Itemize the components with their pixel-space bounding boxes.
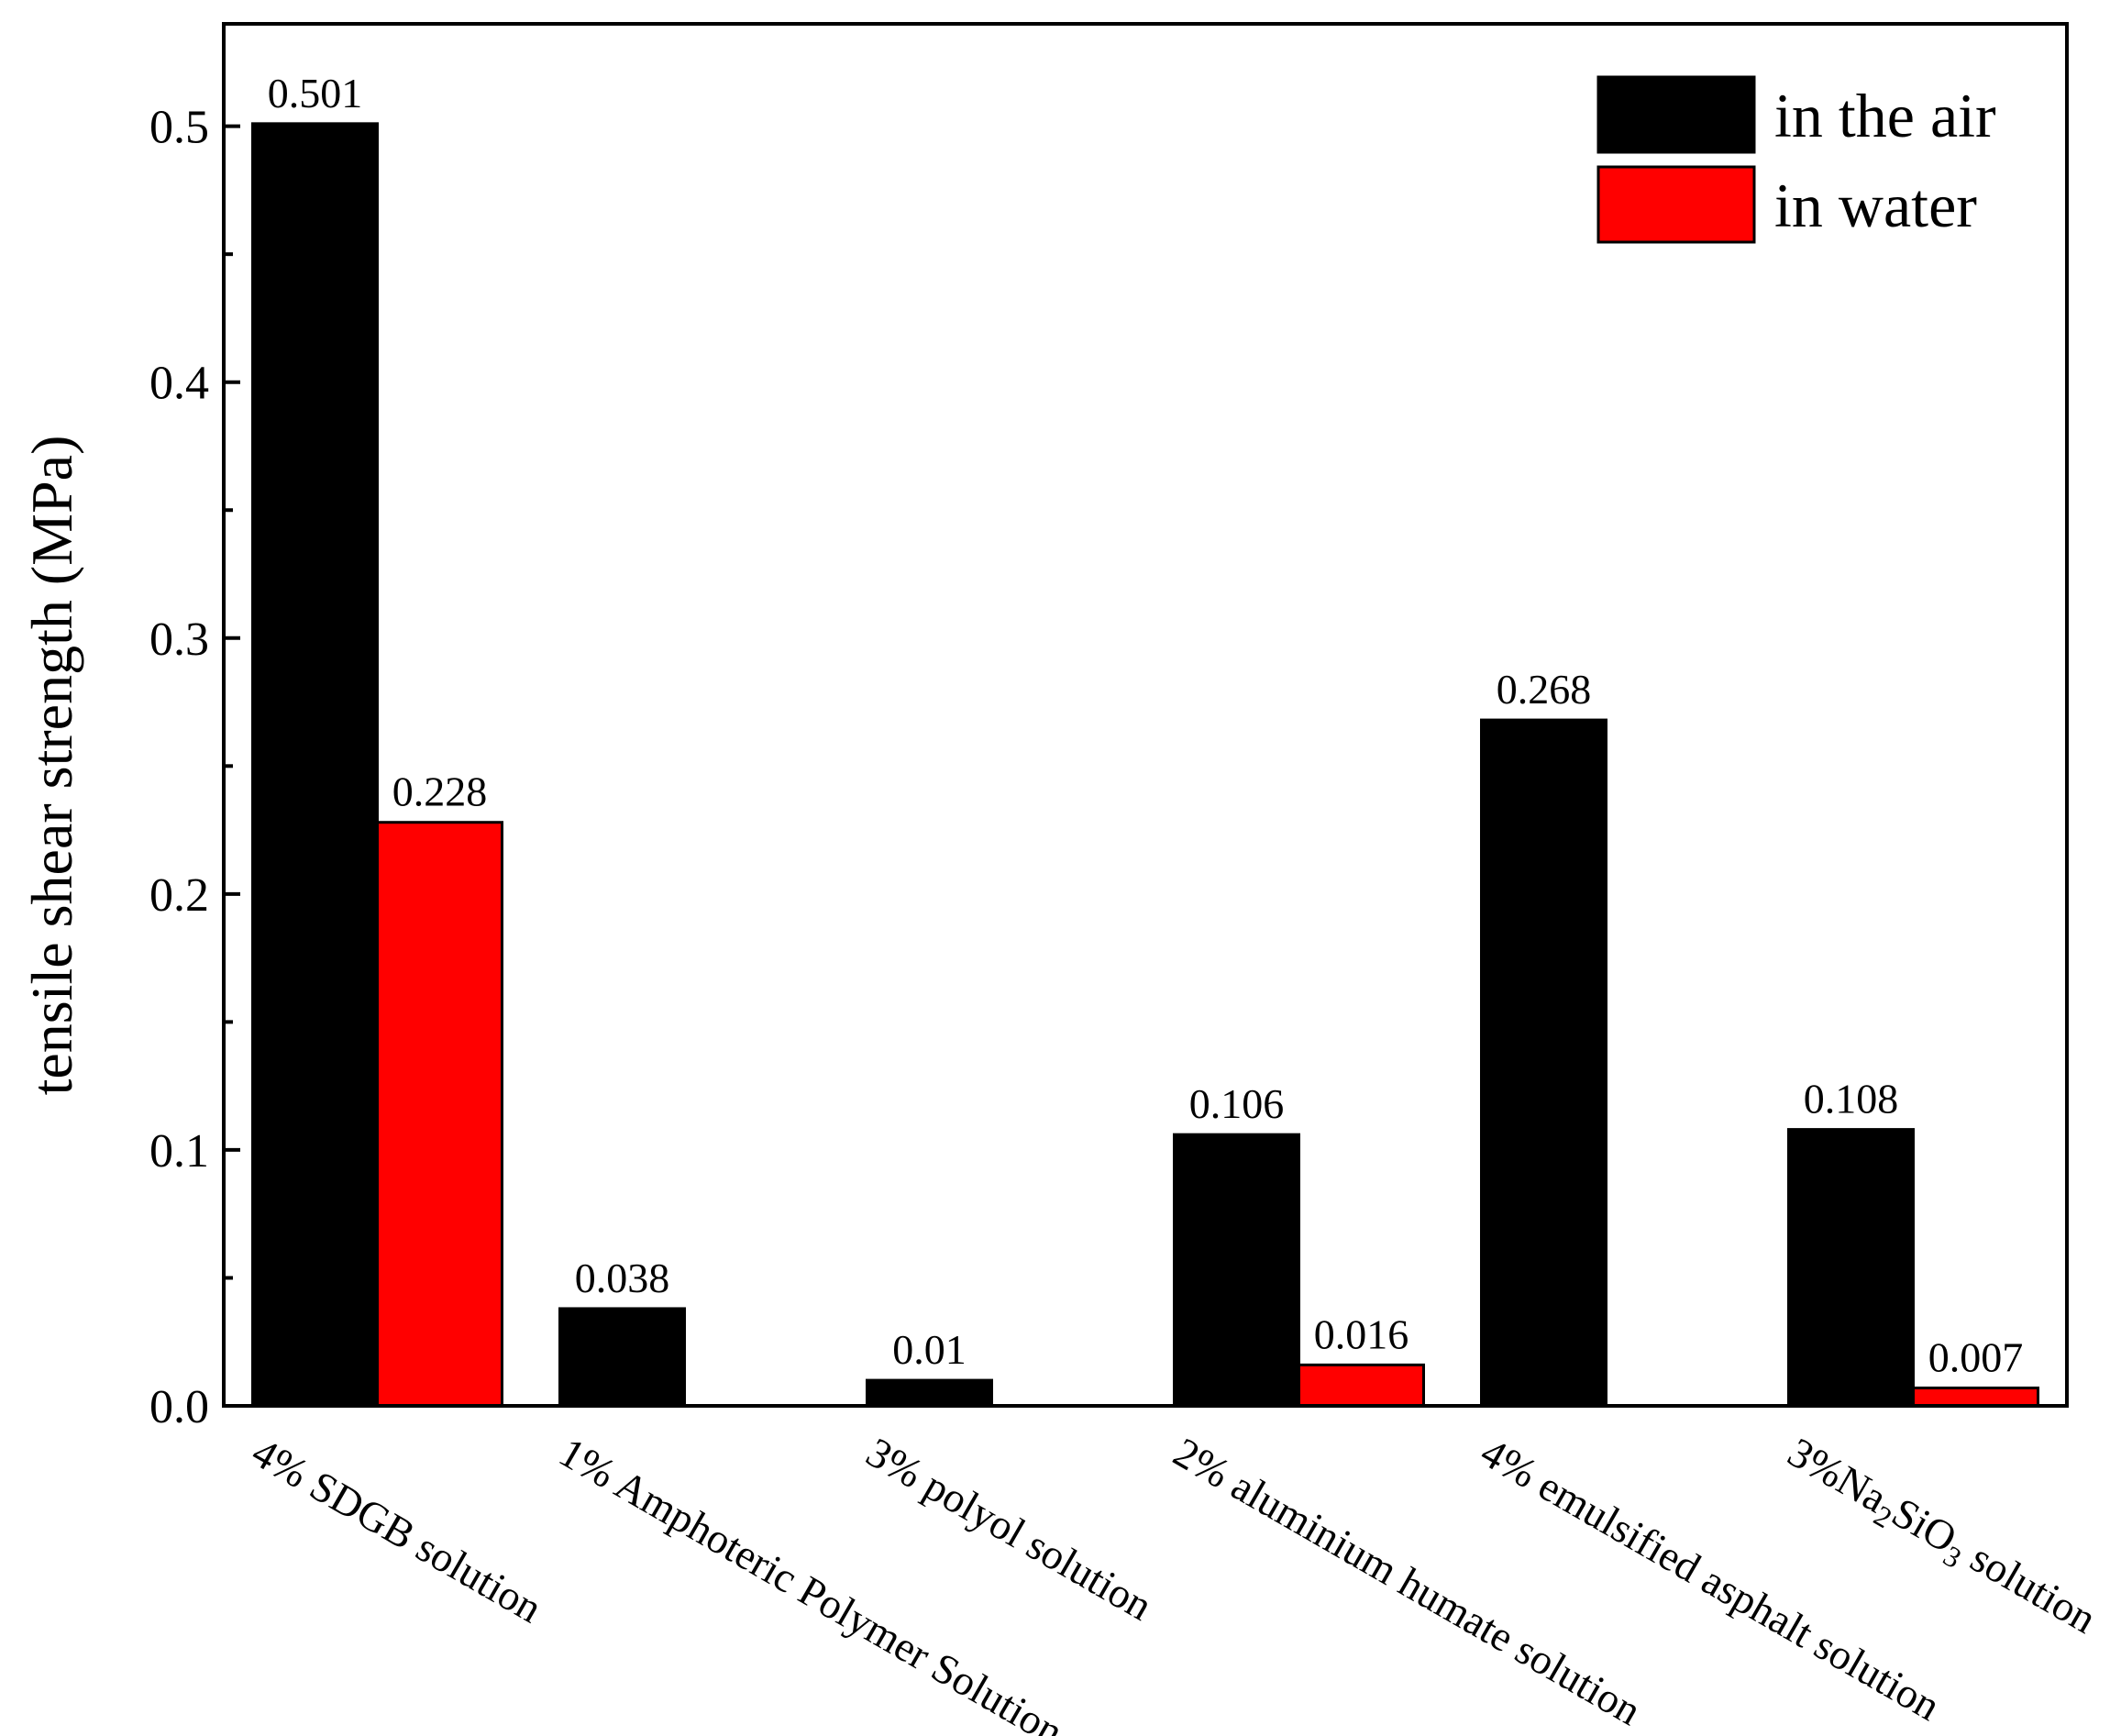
bar-in-water [1298,1363,1425,1408]
x-axis-category-labels: 4% SDGB solution 1% Amphoteric Polymer So… [245,1428,2104,1736]
bar-in-air [866,1378,993,1408]
y-tick-label: 0.0 [149,1381,209,1433]
x-category-label: 3%Na2SiO3 solution [1777,1428,2104,1647]
bar-value-label: 0.108 [1804,1076,1899,1122]
bar-in-water [376,821,503,1408]
x-label-part: 3% polyol solution [859,1428,1161,1629]
bar-in-air [558,1307,686,1408]
plot-area-frame [222,22,2069,1408]
y-axis-title: tensile shear strength (MPa) [19,436,84,1096]
legend-swatch-in-water [1596,165,1756,244]
bar-in-air [1480,718,1607,1408]
y-tick-label: 0.1 [149,1125,209,1178]
bar-value-label: 0.007 [1928,1333,2024,1380]
bar-value-label: 0.268 [1497,666,1592,713]
legend-label-in-water: in water [1774,171,1977,240]
x-category-label: 3% polyol solution [859,1428,1161,1629]
y-tick-label: 0.2 [149,869,209,922]
x-label-part: 3%Na [1781,1428,1895,1521]
x-category-label: 1% Amphoteric Polymer Solution [552,1428,1072,1736]
bar-value-label: 0.01 [892,1326,967,1373]
y-tick-label: 0.5 [149,102,209,154]
legend: in the air in water [1596,75,1996,244]
bar-value-label: 0.038 [575,1255,670,1301]
bar-value-label: 0.228 [392,768,488,815]
x-category-label: 4% SDGB solution [245,1428,550,1631]
x-label-part: solution [1954,1529,2104,1642]
bar-in-air [251,122,379,1408]
x-label-part: 1% Amphoteric Polymer Solution [552,1428,1072,1736]
y-tick-label: 0.3 [149,614,209,666]
bar-value-label: 0.106 [1189,1080,1285,1127]
bar-in-water [1912,1386,2039,1408]
bar-value-label: 0.016 [1314,1310,1409,1357]
legend-label-in-air: in the air [1774,81,1996,150]
bar-in-air [1173,1133,1300,1408]
x-label-part: 4% SDGB solution [245,1428,550,1631]
y-tick-label: 0.4 [149,358,209,410]
bars-layer [251,122,2039,1408]
y-axis-ticks: 0.0 0.1 0.2 0.3 0.4 0.5 [149,102,240,1433]
legend-swatch-in-air [1596,75,1756,154]
bar-in-air [1787,1128,1915,1408]
bar-value-label: 0.501 [268,70,363,116]
value-labels-layer: 0.501 0.228 0.038 0.01 0.106 0.016 0.268 0.108 0… [268,70,2024,1381]
